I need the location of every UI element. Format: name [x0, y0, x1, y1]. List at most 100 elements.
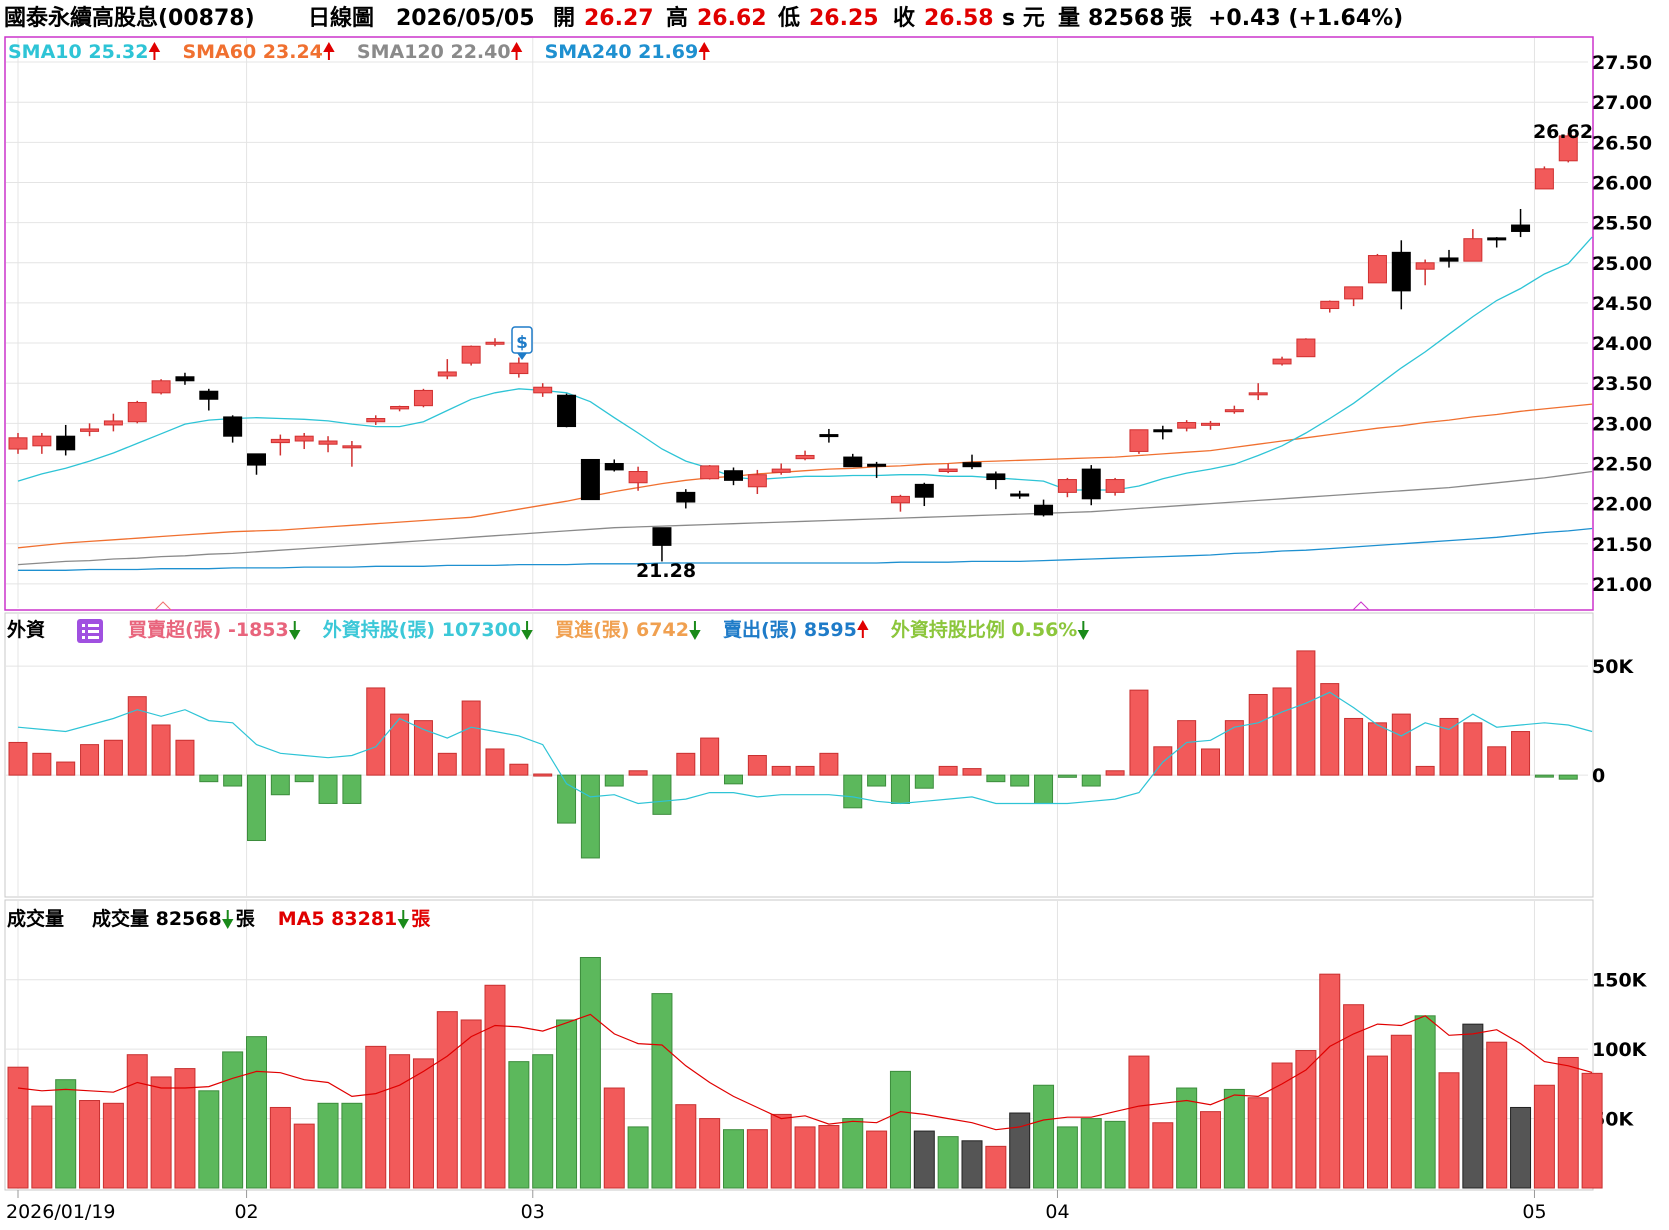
- volume-bar[interactable]: [317, 1102, 339, 1189]
- volume-bar[interactable]: [961, 1140, 983, 1189]
- candle-body[interactable]: [270, 438, 290, 444]
- foreign-net-bar[interactable]: [1344, 717, 1364, 776]
- candle-body[interactable]: [1344, 286, 1364, 300]
- foreign-net-bar[interactable]: [1081, 774, 1101, 787]
- foreign-net-bar[interactable]: [103, 739, 123, 776]
- volume-bar[interactable]: [198, 1090, 220, 1189]
- foreign-net-bar[interactable]: [1439, 717, 1459, 776]
- foreign-net-bar[interactable]: [509, 763, 529, 776]
- foreign-net-bar[interactable]: [652, 774, 672, 815]
- candle-body[interactable]: [1010, 493, 1030, 497]
- candle-body[interactable]: [247, 453, 266, 466]
- volume-bar[interactable]: [150, 1076, 172, 1189]
- volume-bar[interactable]: [1581, 1072, 1603, 1189]
- volume-bar[interactable]: [174, 1068, 196, 1189]
- foreign-net-bar[interactable]: [1391, 713, 1411, 776]
- candle-body[interactable]: [652, 527, 672, 546]
- scroll-marker-right[interactable]: [1352, 601, 1370, 611]
- foreign-net-bar[interactable]: [1463, 722, 1483, 776]
- volume-bar[interactable]: [1319, 973, 1341, 1189]
- foreign-net-bar[interactable]: [771, 765, 791, 776]
- candle-body[interactable]: [461, 345, 481, 364]
- candle-body[interactable]: [1272, 358, 1292, 365]
- volume-bar[interactable]: [412, 1058, 434, 1189]
- volume-bar[interactable]: [1033, 1084, 1055, 1189]
- foreign-net-bar[interactable]: [938, 765, 958, 776]
- candle-body[interactable]: [1534, 168, 1554, 190]
- volume-bar[interactable]: [1510, 1106, 1532, 1189]
- candle-body[interactable]: [843, 456, 863, 468]
- foreign-net-bar[interactable]: [56, 761, 76, 776]
- volume-bar[interactable]: [222, 1051, 244, 1189]
- foreign-net-bar[interactable]: [724, 774, 743, 785]
- candle-body[interactable]: [1153, 429, 1173, 433]
- candle-body[interactable]: [1320, 300, 1340, 310]
- volume-bar[interactable]: [1295, 1050, 1317, 1189]
- volume-bar[interactable]: [1176, 1087, 1198, 1189]
- candle-body[interactable]: [890, 495, 910, 504]
- volume-bar[interactable]: [246, 1036, 267, 1189]
- volume-bar[interactable]: [603, 1087, 625, 1189]
- candle-body[interactable]: [413, 389, 433, 407]
- volume-bar[interactable]: [365, 1045, 387, 1189]
- candle-body[interactable]: [318, 440, 338, 445]
- candle-body[interactable]: [1081, 468, 1101, 500]
- candle-body[interactable]: [676, 491, 696, 503]
- foreign-net-bar[interactable]: [1201, 748, 1220, 776]
- foreign-net-bar[interactable]: [485, 748, 505, 776]
- volume-bar[interactable]: [794, 1126, 816, 1189]
- foreign-net-bar[interactable]: [867, 774, 887, 787]
- volume-bar[interactable]: [842, 1118, 864, 1189]
- volume-bar[interactable]: [866, 1130, 888, 1189]
- candle-body[interactable]: [533, 386, 553, 394]
- foreign-net-bar[interactable]: [127, 696, 147, 776]
- foreign-net-bar[interactable]: [32, 752, 52, 776]
- candle-body[interactable]: [1439, 257, 1459, 262]
- volume-bar[interactable]: [1104, 1120, 1126, 1189]
- foreign-net-bar[interactable]: [318, 774, 338, 804]
- volume-bar[interactable]: [770, 1113, 792, 1189]
- candle-body[interactable]: [1367, 255, 1387, 284]
- volume-bar[interactable]: [985, 1145, 1007, 1189]
- volume-bar[interactable]: [1366, 1055, 1388, 1189]
- foreign-net-bar[interactable]: [1487, 746, 1507, 776]
- foreign-net-bar[interactable]: [914, 774, 934, 789]
- foreign-net-bar[interactable]: [604, 774, 624, 787]
- foreign-net-bar[interactable]: [1248, 693, 1268, 776]
- foreign-net-bar[interactable]: [795, 765, 815, 776]
- foreign-net-bar[interactable]: [580, 774, 600, 859]
- candle-body[interactable]: [1558, 135, 1578, 162]
- foreign-net-bar[interactable]: [1296, 650, 1316, 776]
- candle-body[interactable]: [175, 376, 195, 382]
- foreign-net-bar[interactable]: [270, 774, 290, 796]
- scroll-marker-left[interactable]: [154, 601, 172, 611]
- foreign-net-bar[interactable]: [294, 774, 314, 783]
- foreign-net-bar[interactable]: [223, 774, 243, 787]
- volume-bar[interactable]: [1271, 1062, 1293, 1189]
- foreign-net-bar[interactable]: [628, 770, 648, 776]
- candle-body[interactable]: [8, 437, 28, 450]
- candle-body[interactable]: [1057, 479, 1077, 493]
- candle-body[interactable]: [1415, 262, 1435, 270]
- foreign-net-bar[interactable]: [151, 724, 171, 776]
- foreign-net-bar[interactable]: [390, 713, 410, 776]
- foreign-net-bar[interactable]: [676, 752, 696, 776]
- candle-body[interactable]: [1296, 338, 1316, 358]
- volume-bar[interactable]: [1200, 1111, 1221, 1189]
- candle-body[interactable]: [986, 473, 1006, 481]
- candle-body[interactable]: [1129, 429, 1149, 452]
- candle-body[interactable]: [867, 463, 887, 467]
- candle-body[interactable]: [914, 483, 934, 498]
- volume-bar[interactable]: [746, 1129, 768, 1189]
- foreign-net-bar[interactable]: [1010, 774, 1030, 787]
- volume-bar[interactable]: [913, 1130, 935, 1189]
- volume-bar[interactable]: [627, 1126, 649, 1189]
- volume-bar[interactable]: [889, 1070, 911, 1189]
- candle-body[interactable]: [294, 435, 314, 442]
- volume-bar[interactable]: [556, 1019, 578, 1189]
- foreign-net-bar[interactable]: [700, 737, 720, 776]
- volume-bar[interactable]: [7, 1066, 29, 1189]
- volume-bar[interactable]: [1056, 1126, 1078, 1189]
- volume-bar[interactable]: [1486, 1041, 1508, 1189]
- volume-bar[interactable]: [436, 1011, 458, 1189]
